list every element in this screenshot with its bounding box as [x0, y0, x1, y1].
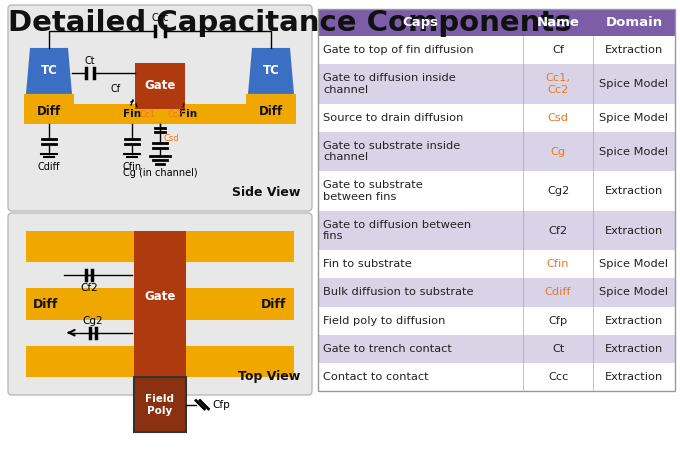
- Bar: [24, 104, 296, 124]
- Bar: [318, 9, 675, 36]
- Text: Gate: Gate: [144, 79, 175, 92]
- Bar: [26, 231, 294, 377]
- Text: Cg (in channel): Cg (in channel): [122, 168, 197, 178]
- Text: Fin: Fin: [179, 109, 197, 119]
- Text: Gate to substrate inside
channel: Gate to substrate inside channel: [323, 141, 460, 163]
- Bar: [318, 363, 675, 391]
- Text: Cfin: Cfin: [547, 260, 569, 269]
- Text: Caps: Caps: [403, 16, 439, 29]
- Text: Bulk diffusion to substrate: Bulk diffusion to substrate: [323, 287, 473, 298]
- Bar: [246, 94, 296, 124]
- Bar: [135, 63, 185, 109]
- Text: Gate to substrate
between fins: Gate to substrate between fins: [323, 180, 423, 202]
- Text: Gate: Gate: [144, 290, 175, 303]
- Text: TC: TC: [41, 65, 57, 77]
- Text: Cg2: Cg2: [83, 316, 103, 326]
- Text: Detailed Capacitance Components: Detailed Capacitance Components: [8, 9, 572, 37]
- Text: Csd: Csd: [547, 113, 568, 123]
- Bar: [318, 211, 675, 250]
- Bar: [318, 171, 675, 211]
- Text: Diff: Diff: [33, 298, 58, 311]
- Text: Cf: Cf: [552, 45, 564, 55]
- Text: Top View: Top View: [238, 370, 300, 383]
- Text: Spice Model: Spice Model: [600, 146, 668, 157]
- Bar: [318, 250, 675, 278]
- Text: Field poly to diffusion: Field poly to diffusion: [323, 316, 445, 326]
- Text: Diff: Diff: [259, 106, 283, 119]
- Text: Diff: Diff: [37, 106, 61, 119]
- Bar: [318, 132, 675, 171]
- Bar: [318, 9, 675, 391]
- Text: Spice Model: Spice Model: [600, 79, 668, 89]
- Bar: [318, 64, 675, 104]
- Text: Cf2: Cf2: [80, 283, 98, 293]
- Text: Side View: Side View: [232, 186, 300, 199]
- Polygon shape: [26, 48, 72, 94]
- Text: Ct: Ct: [85, 56, 95, 66]
- Text: Field
Poly: Field Poly: [146, 394, 175, 415]
- Text: Domain: Domain: [605, 16, 662, 29]
- Text: Extraction: Extraction: [605, 316, 663, 326]
- Text: Cc1,
Cc2: Cc1, Cc2: [545, 73, 571, 95]
- Bar: [318, 36, 675, 64]
- Text: Cc1: Cc1: [139, 110, 155, 119]
- Bar: [26, 320, 294, 346]
- Bar: [318, 307, 675, 335]
- Text: Name: Name: [537, 16, 579, 29]
- Bar: [24, 94, 74, 124]
- Text: Spice Model: Spice Model: [600, 260, 668, 269]
- Text: Contact to contact: Contact to contact: [323, 372, 428, 382]
- Text: TC: TC: [262, 65, 279, 77]
- Text: Ccc: Ccc: [548, 372, 568, 382]
- Bar: [134, 377, 186, 432]
- Text: Extraction: Extraction: [605, 45, 663, 55]
- Text: Ccc: Ccc: [151, 13, 169, 23]
- Text: Gate to diffusion inside
channel: Gate to diffusion inside channel: [323, 73, 456, 95]
- Text: Cfin: Cfin: [122, 162, 141, 172]
- Bar: [318, 104, 675, 132]
- Text: Cdiff: Cdiff: [545, 287, 571, 298]
- Text: Cfp: Cfp: [212, 400, 230, 410]
- Text: Cg: Cg: [551, 146, 566, 157]
- Text: Cfp: Cfp: [549, 316, 568, 326]
- Text: Spice Model: Spice Model: [600, 113, 668, 123]
- Bar: [26, 262, 294, 288]
- Text: Extraction: Extraction: [605, 186, 663, 196]
- Text: Csd: Csd: [163, 134, 179, 143]
- FancyBboxPatch shape: [8, 5, 312, 211]
- Text: Extraction: Extraction: [605, 225, 663, 236]
- Text: Spice Model: Spice Model: [600, 287, 668, 298]
- Text: Extraction: Extraction: [605, 372, 663, 382]
- Polygon shape: [248, 48, 294, 94]
- Text: Fin: Fin: [123, 109, 141, 119]
- Text: Cg2: Cg2: [547, 186, 569, 196]
- Text: Ct: Ct: [552, 344, 564, 354]
- Text: Extraction: Extraction: [605, 344, 663, 354]
- Text: Cc2: Cc2: [167, 110, 183, 119]
- Text: Gate to trench contact: Gate to trench contact: [323, 344, 452, 354]
- Bar: [134, 231, 186, 377]
- Text: Gate to top of fin diffusion: Gate to top of fin diffusion: [323, 45, 474, 55]
- Text: Fin to substrate: Fin to substrate: [323, 260, 412, 269]
- Text: Cf2: Cf2: [549, 225, 568, 236]
- FancyBboxPatch shape: [8, 213, 312, 395]
- Text: Source to drain diffusion: Source to drain diffusion: [323, 113, 463, 123]
- Text: Cf: Cf: [111, 84, 121, 94]
- Text: Diff: Diff: [261, 298, 287, 311]
- Bar: [318, 335, 675, 363]
- Text: Gate to diffusion between
fins: Gate to diffusion between fins: [323, 220, 471, 241]
- Bar: [318, 278, 675, 307]
- Text: Cdiff: Cdiff: [38, 162, 61, 172]
